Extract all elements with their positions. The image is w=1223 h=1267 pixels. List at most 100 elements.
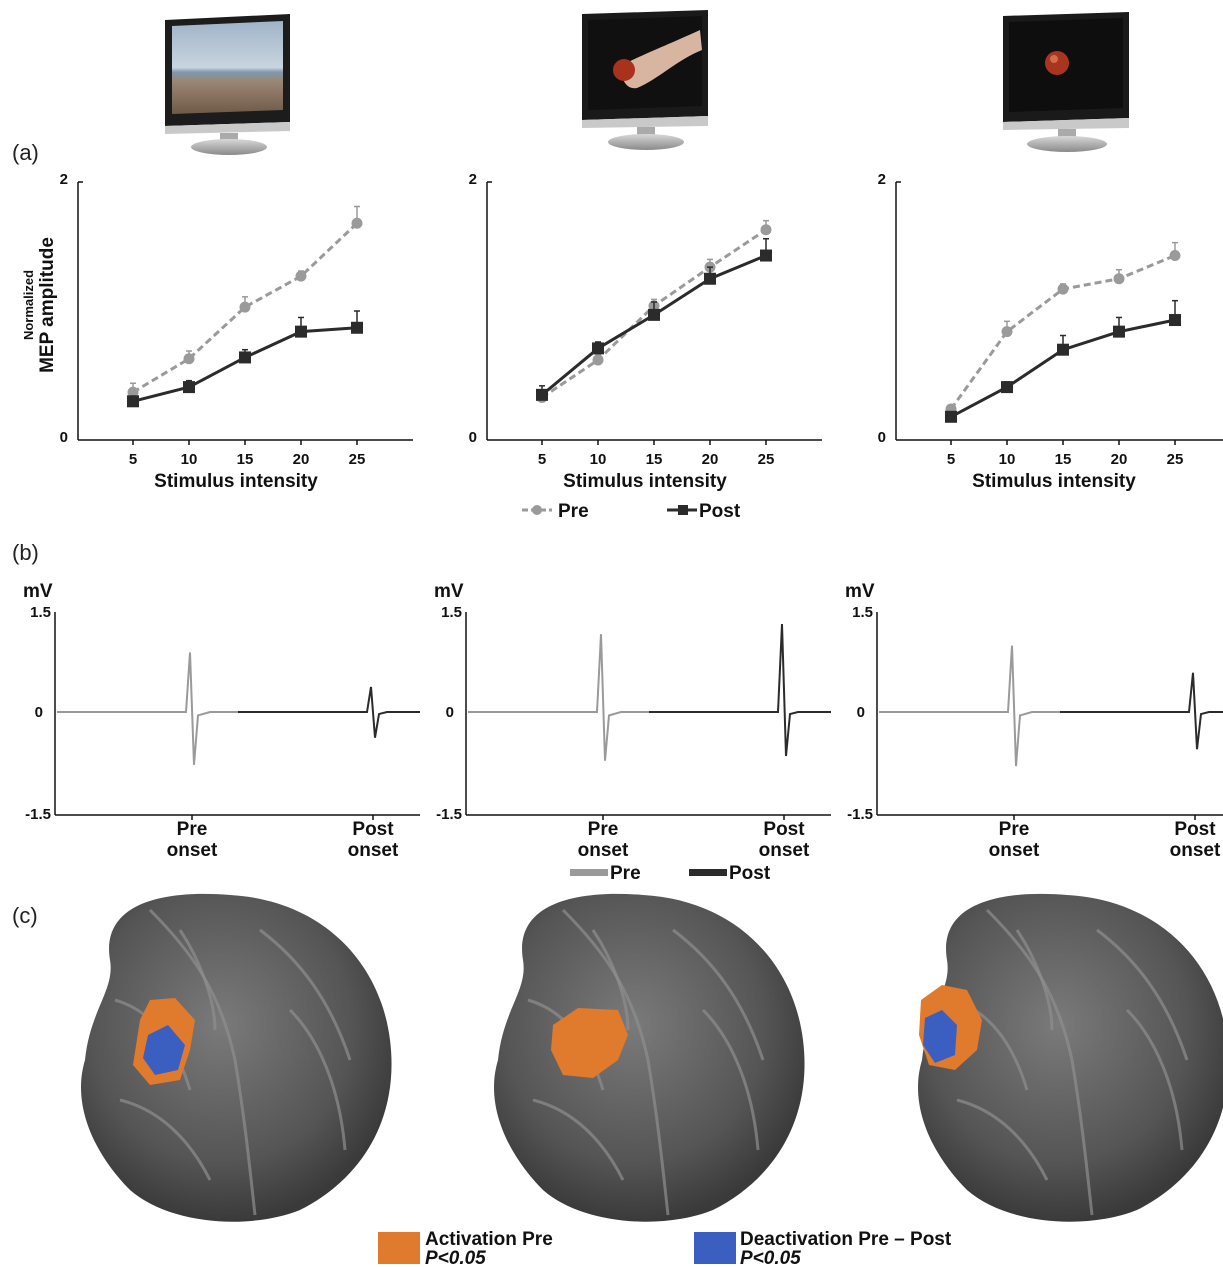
trace-y-tick-max: 1.5 xyxy=(852,604,873,621)
brain-shape xyxy=(494,894,805,1222)
trace-y-tick-min: -1.5 xyxy=(436,806,462,823)
trace-x-label-line2: onset xyxy=(1170,840,1221,861)
legend-b-post-swatch xyxy=(689,869,727,876)
series-line-post xyxy=(133,328,357,402)
y-tick-label-min: 0 xyxy=(878,429,886,446)
trace-pre-waveform xyxy=(879,646,1060,766)
legend-c: Activation Pre P<0.05 Deactivation Pre –… xyxy=(378,1229,952,1267)
trace-x-label-line1: Post xyxy=(763,819,805,840)
data-point-pre xyxy=(352,218,363,229)
trace-x-label-line1: Post xyxy=(1174,819,1216,840)
trace-x-label-line2: onset xyxy=(989,840,1040,861)
trace-y-tick-zero: 0 xyxy=(446,704,454,721)
legend-deactivation-line1: Deactivation Pre – Post xyxy=(740,1229,952,1250)
data-point-post xyxy=(536,389,548,401)
data-point-post xyxy=(704,273,716,285)
trace-post-waveform xyxy=(1060,673,1223,749)
trace-y-tick-zero: 0 xyxy=(35,704,43,721)
data-point-post xyxy=(127,395,139,407)
legend-post-marker xyxy=(678,505,688,515)
trace-y-tick-min: -1.5 xyxy=(847,806,873,823)
y-tick-label-min: 0 xyxy=(60,429,68,446)
trace-x-label-line2: onset xyxy=(759,840,810,861)
x-tick-label: 10 xyxy=(590,451,607,468)
series-line-post xyxy=(542,256,766,395)
x-tick-label: 15 xyxy=(237,451,254,468)
ylabel-line1: Normalized xyxy=(21,270,36,340)
x-axis-label: Stimulus intensity xyxy=(972,471,1136,492)
trace-y-tick-zero: 0 xyxy=(857,704,865,721)
data-point-pre xyxy=(296,271,307,282)
legend-b-post-label: Post xyxy=(729,863,771,884)
trace-x-label-line2: onset xyxy=(578,840,629,861)
legend-b-pre-label: Pre xyxy=(610,863,641,884)
data-point-pre xyxy=(240,302,251,313)
x-tick-label: 20 xyxy=(293,451,310,468)
x-tick-label: 10 xyxy=(181,451,198,468)
monitor-landscape-icon xyxy=(165,14,290,155)
trace-x-label-line2: onset xyxy=(167,840,218,861)
legend-activation-line2: P<0.05 xyxy=(425,1248,486,1267)
legend-b: Pre Post xyxy=(570,863,771,884)
data-point-post xyxy=(239,351,251,363)
monitor-hand-apple-icon xyxy=(582,10,708,150)
data-point-post xyxy=(1057,344,1069,356)
brain-shape xyxy=(81,894,392,1222)
data-point-pre xyxy=(184,353,195,364)
data-point-pre xyxy=(1058,284,1069,295)
data-point-post xyxy=(945,411,957,423)
legend-pre-label: Pre xyxy=(558,501,589,522)
panel-label-a: (a) xyxy=(12,140,39,165)
y-tick-label-max: 2 xyxy=(60,171,68,188)
brain-render-3 xyxy=(918,894,1223,1222)
trace-x-label-line1: Pre xyxy=(588,819,619,840)
legend-pre-marker xyxy=(532,505,542,515)
x-tick-label: 25 xyxy=(1167,451,1184,468)
trace-x-label-line1: Post xyxy=(352,819,394,840)
brain-renders xyxy=(81,894,1223,1222)
series-line-post xyxy=(951,320,1175,417)
x-tick-label: 5 xyxy=(947,451,955,468)
y-tick-label-max: 2 xyxy=(469,171,477,188)
data-point-pre xyxy=(1170,250,1181,261)
data-point-post xyxy=(1001,381,1013,393)
legend-b-pre-swatch xyxy=(570,869,608,876)
mep-traces: mV1.50-1.5PreonsetPostonsetmV1.50-1.5Pre… xyxy=(23,581,1223,861)
x-tick-label: 15 xyxy=(646,451,663,468)
legend-activation-line1: Activation Pre xyxy=(425,1229,553,1250)
trace-post-waveform xyxy=(238,687,420,738)
data-point-post xyxy=(1169,314,1181,326)
monitor-apple-icon xyxy=(1003,12,1129,152)
series-line-pre xyxy=(951,256,1175,410)
data-point-pre xyxy=(761,224,772,235)
brain-render-2 xyxy=(494,894,805,1222)
data-point-post xyxy=(1113,326,1125,338)
data-point-pre xyxy=(1002,326,1013,337)
legend-a: Pre Post xyxy=(522,501,741,522)
trace-y-tick-max: 1.5 xyxy=(30,604,51,621)
legend-deactivation-line2: P<0.05 xyxy=(740,1248,801,1267)
data-point-post xyxy=(183,381,195,393)
trace-pre-waveform xyxy=(57,652,238,764)
brain-render-1 xyxy=(81,894,392,1222)
legend-post-label: Post xyxy=(699,501,741,522)
x-tick-label: 10 xyxy=(999,451,1016,468)
data-point-pre xyxy=(1114,273,1125,284)
panel-label-b: (b) xyxy=(12,540,39,565)
trace-unit-label: mV xyxy=(845,581,875,602)
mep-chart-3: 205 10 15 20 25Stimulus intensity xyxy=(878,171,1223,492)
y-tick-label-min: 0 xyxy=(469,429,477,446)
data-point-post xyxy=(295,326,307,338)
x-tick-label: 25 xyxy=(758,451,775,468)
trace-x-label-line1: Pre xyxy=(177,819,208,840)
legend-activation-swatch xyxy=(378,1232,420,1264)
x-axis-label: Stimulus intensity xyxy=(563,471,727,492)
x-tick-label: 20 xyxy=(702,451,719,468)
data-point-pre xyxy=(593,355,604,366)
mep-chart-1: 205 10 15 20 25Stimulus intensity xyxy=(60,171,413,492)
legend-deactivation-swatch xyxy=(694,1232,736,1264)
